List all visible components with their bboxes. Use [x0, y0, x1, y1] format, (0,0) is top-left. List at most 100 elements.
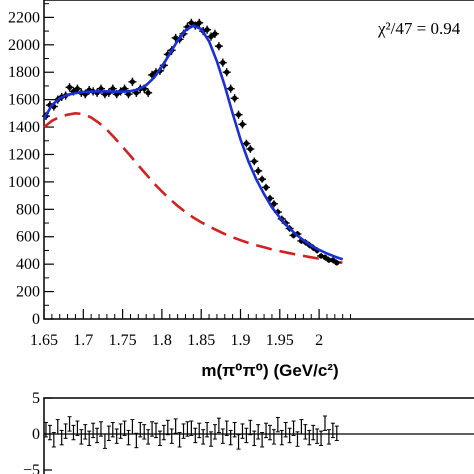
main-y-ticks: 0 200 400 600 800 1000 1200 1400 1600 1800 2000 220… — [8, 3, 54, 328]
pull-panel: 5 0 −5 — [23, 390, 474, 474]
pull-point — [138, 421, 143, 438]
pull-point — [299, 419, 304, 435]
pull-point — [326, 429, 331, 445]
pull-point — [51, 432, 56, 448]
pull-y-ticks: 5 0 −5 — [23, 390, 52, 474]
data-point — [328, 257, 337, 263]
pull-point — [212, 424, 217, 440]
y-tick-label: 1000 — [8, 174, 40, 191]
y-tick-label: 1200 — [8, 146, 40, 163]
pull-point — [102, 433, 107, 449]
pull-y-tick-label: 0 — [32, 426, 40, 443]
fit-line — [42, 24, 344, 261]
pull-point — [185, 421, 190, 437]
y-tick-label: 1400 — [8, 119, 40, 136]
y-tick-label: 400 — [16, 256, 40, 273]
data-point — [238, 120, 247, 129]
pull-point — [271, 429, 276, 445]
data-point — [195, 18, 204, 27]
data-point — [332, 260, 341, 266]
pull-point — [236, 434, 241, 450]
pull-point — [291, 420, 296, 436]
y-tick-label: 1600 — [8, 92, 40, 109]
main-x-ticks: 1.65 1.7 1.75 1.8 1.85 1.9 1.95 2 — [30, 309, 352, 349]
pull-point — [59, 429, 64, 446]
pull-point — [279, 429, 284, 446]
y-tick-label: 200 — [16, 284, 40, 301]
x-tick-label: 1.85 — [187, 332, 215, 349]
pull-point — [201, 429, 206, 445]
x-tick-label: 1.8 — [152, 332, 172, 349]
y-tick-label: 1800 — [8, 64, 40, 81]
x-tick-label: 1.75 — [109, 332, 137, 349]
pull-point — [189, 420, 194, 436]
pull-frame — [43, 397, 474, 474]
pull-point — [244, 427, 249, 444]
pull-point — [181, 423, 186, 439]
pull-point — [177, 432, 182, 448]
pull-point — [83, 424, 88, 440]
x-tick-label: 2 — [315, 332, 323, 349]
y-tick-label: 2200 — [8, 9, 40, 26]
data-point — [73, 84, 82, 93]
data-point — [258, 175, 267, 183]
pull-point — [267, 424, 272, 441]
pull-point — [283, 421, 288, 438]
pull-point — [173, 418, 178, 434]
background-curve — [43, 111, 343, 265]
pull-point — [193, 427, 198, 444]
data-point — [250, 157, 259, 166]
main-panel: 0 200 400 600 800 1000 1200 1400 1600 1800 2000 220… — [8, 0, 474, 349]
y-tick-label: 2000 — [8, 37, 40, 54]
pull-point — [295, 431, 300, 447]
y-tick-label: 600 — [16, 229, 40, 246]
pull-points — [43, 415, 339, 450]
pull-point — [252, 430, 257, 447]
pull-point — [232, 421, 237, 438]
data-point — [262, 183, 271, 191]
pull-point — [47, 424, 52, 441]
y-tick-label: 800 — [16, 201, 40, 218]
pull-point — [260, 432, 265, 448]
pull-point — [307, 429, 312, 446]
pull-point — [154, 422, 159, 439]
pull-y-tick-label: −5 — [23, 462, 40, 474]
pull-point — [43, 421, 48, 438]
pull-point — [150, 421, 155, 437]
x-tick-label: 1.65 — [30, 332, 58, 349]
pull-point — [287, 427, 292, 444]
pull-point — [334, 425, 339, 441]
pull-point — [98, 421, 103, 437]
data-point — [254, 167, 263, 175]
data-point — [222, 68, 231, 77]
pull-point — [322, 415, 327, 431]
data-point — [226, 84, 235, 93]
pull-point — [165, 419, 170, 436]
pull-point — [114, 428, 119, 444]
data-point — [128, 77, 137, 86]
pull-point — [71, 424, 76, 441]
pull-point — [220, 428, 225, 444]
pull-point — [157, 430, 162, 447]
chi2-annotation: χ²/47 = 0.94 — [377, 19, 461, 38]
pull-point — [256, 424, 261, 440]
pull-point — [75, 420, 80, 436]
data-point — [144, 88, 153, 97]
pull-point — [122, 420, 127, 436]
pull-point — [248, 419, 253, 436]
x-tick-label: 1.9 — [231, 332, 251, 349]
pull-point — [264, 422, 269, 439]
pull-point — [142, 424, 147, 440]
data-point — [246, 145, 255, 153]
pull-point — [319, 430, 324, 447]
y-tick-label: 0 — [32, 311, 40, 328]
pull-point — [106, 425, 111, 441]
pull-point — [91, 422, 96, 439]
pull-point — [209, 431, 214, 447]
pull-point — [205, 421, 210, 438]
pull-point — [303, 424, 308, 440]
data-point — [242, 139, 251, 148]
pull-point — [216, 417, 221, 434]
main-frame — [43, 0, 474, 320]
